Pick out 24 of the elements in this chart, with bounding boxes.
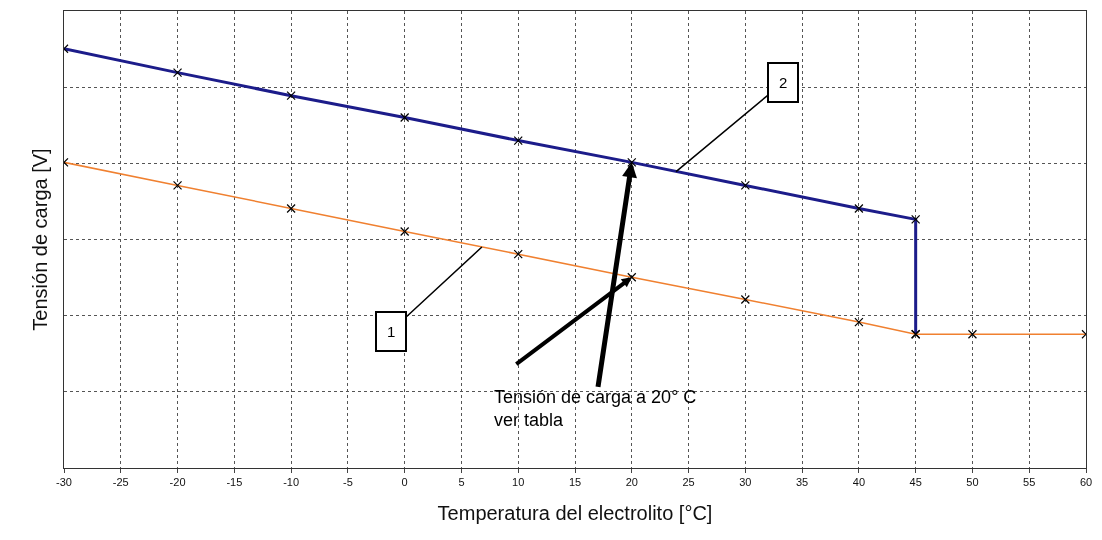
x-tick-label: -10 [283, 476, 300, 489]
x-tick-label: 20 [625, 476, 638, 489]
x-tick-label: 55 [1023, 476, 1036, 489]
x-tick-label: -15 [226, 476, 243, 489]
x-tick-label: 10 [512, 476, 525, 489]
annotation: 2 [779, 74, 788, 91]
x-tick-label: -30 [56, 476, 72, 489]
x-tick-label: -25 [112, 476, 129, 489]
x-tick-label: 5 [458, 476, 465, 489]
x-tick-label: 30 [739, 476, 752, 489]
x-tick-label: 0 [401, 476, 408, 489]
x-tick-label: -5 [343, 476, 353, 489]
x-tick-label: 35 [795, 476, 809, 489]
x-tick-label: 40 [852, 476, 866, 489]
x-tick-label: 15 [568, 476, 582, 489]
x-tick-label: 45 [909, 476, 922, 489]
x-tick-label: -20 [169, 476, 186, 489]
x-axis-title: Temperatura del electrolito [°C] [437, 501, 713, 524]
annotation: 1 [387, 323, 396, 340]
x-tick-label: 60 [1079, 476, 1093, 489]
x-tick-label: 25 [682, 476, 695, 489]
y-axis-title: Tensión de carga [V] [28, 148, 51, 331]
x-tick-label: 50 [966, 476, 979, 489]
annotation: Tensión de carga a 20° C ver tabla [494, 387, 697, 431]
